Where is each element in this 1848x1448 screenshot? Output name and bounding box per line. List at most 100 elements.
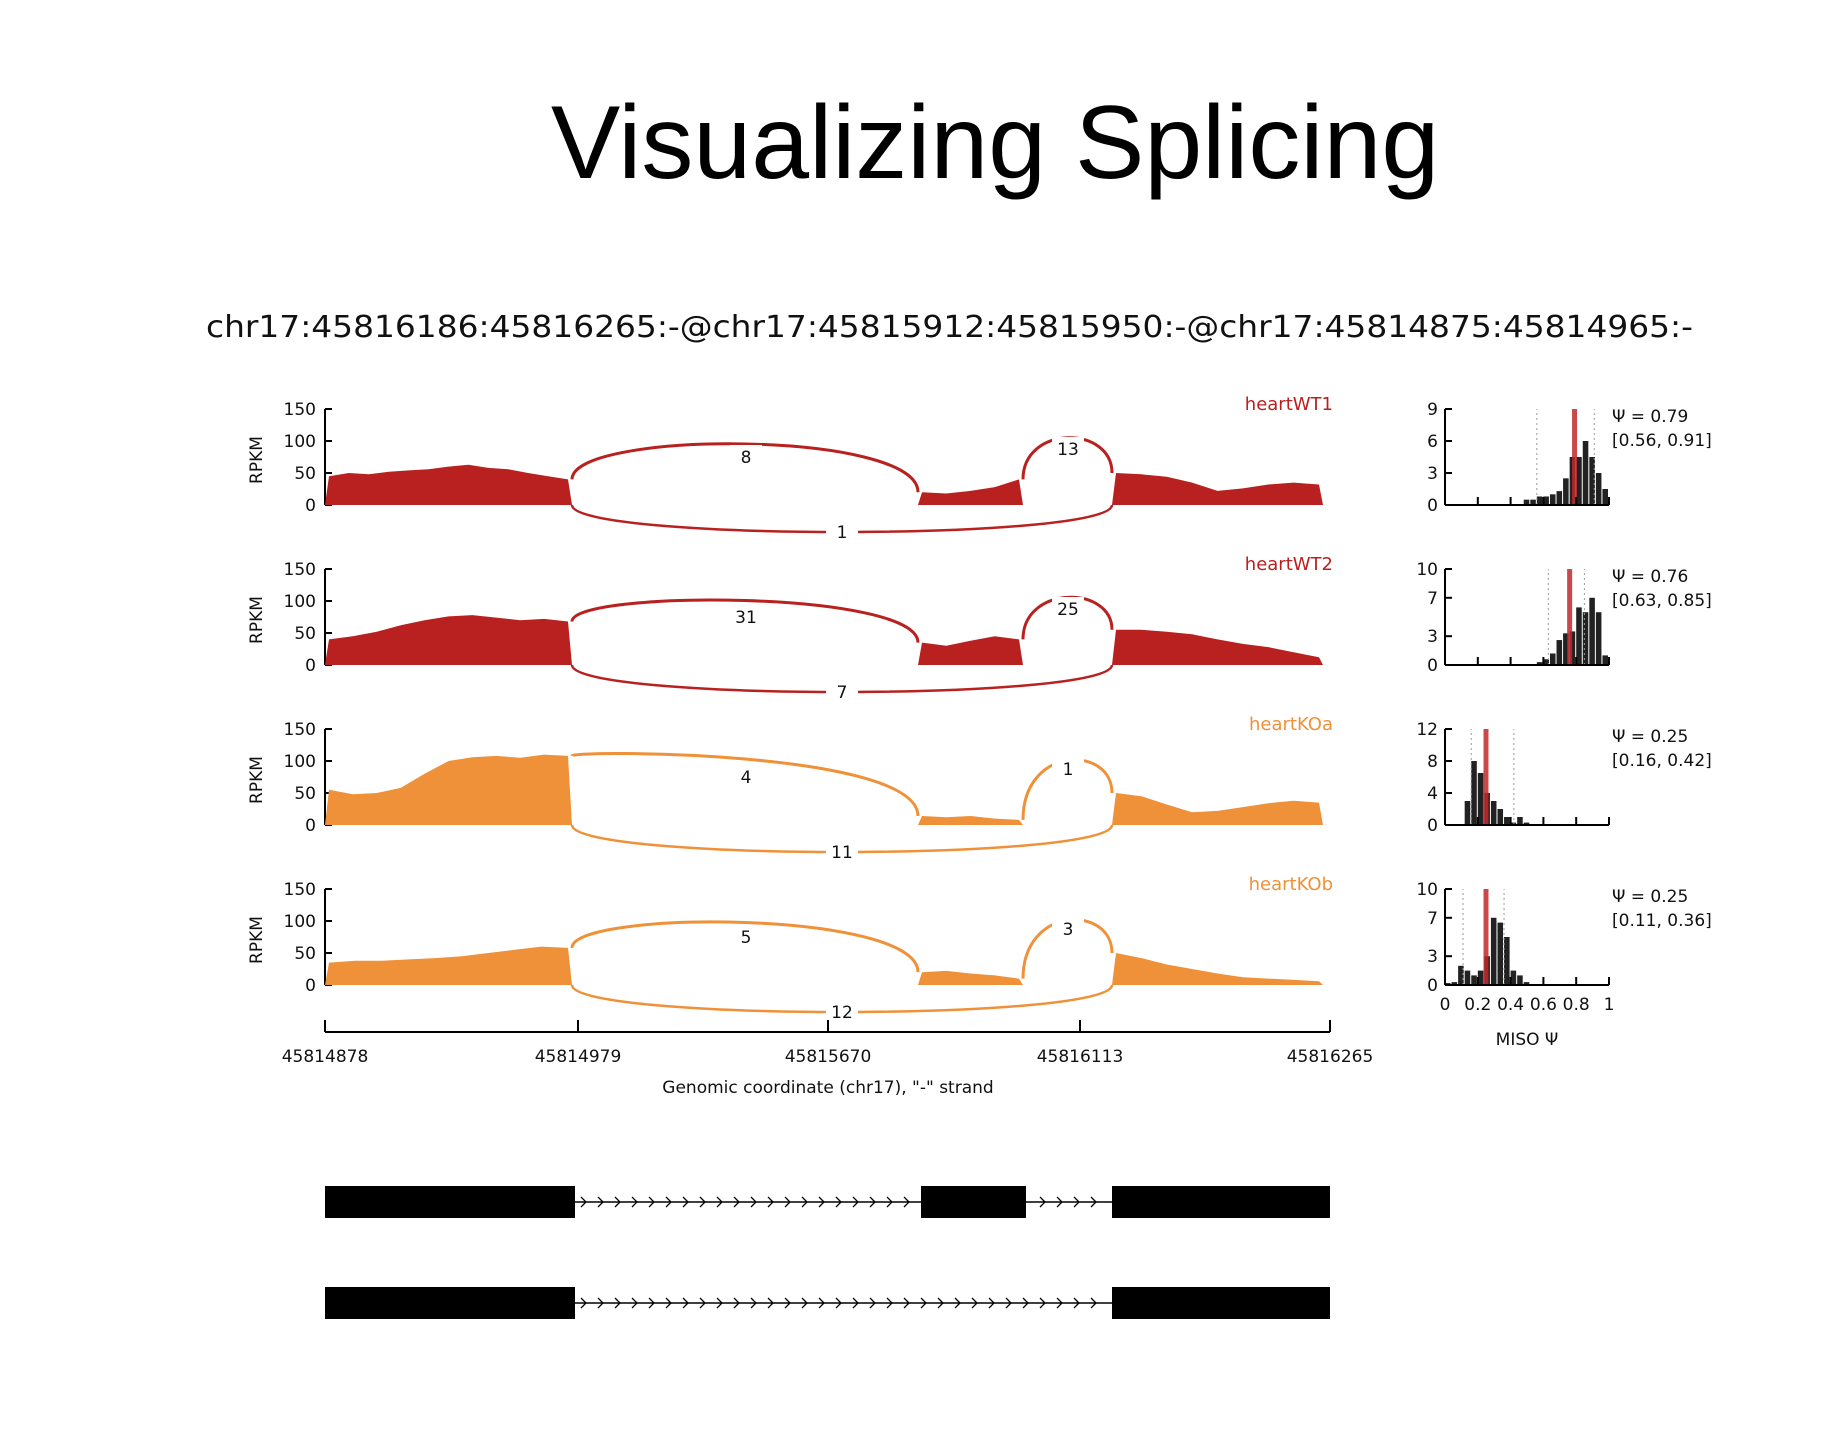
y-tick-label: 100 xyxy=(284,752,316,772)
hist-bar xyxy=(1576,457,1582,505)
x-tick-label: 45814979 xyxy=(535,1047,622,1067)
hist-bar xyxy=(1556,491,1563,505)
hist-y-tick-label: 9 xyxy=(1427,400,1438,420)
junction-label-bg xyxy=(730,605,762,629)
hist-bar xyxy=(1471,975,1477,985)
strand-arrow-icon xyxy=(886,1196,893,1208)
hist-y-tick-label: 3 xyxy=(1427,947,1438,967)
hist-x-tick-label: 0 xyxy=(1440,995,1451,1015)
hist-bar xyxy=(1543,496,1549,505)
junction-count-skip: 7 xyxy=(837,683,848,703)
hist-y-tick-label: 7 xyxy=(1427,909,1438,929)
psi-marker xyxy=(1483,729,1489,825)
psi-marker xyxy=(1572,409,1578,505)
hist-x-tick-label: 1 xyxy=(1604,995,1615,1015)
strand-arrow-icon xyxy=(631,1297,638,1309)
hist-bar xyxy=(1556,640,1563,665)
hist-x-tick-label: 0.6 xyxy=(1530,995,1557,1015)
sample-label: heartWT2 xyxy=(1245,554,1333,575)
psi-histogram-heartKOa: 0 4 8 12 Ψ = 0.25 [0.16, 0.42] xyxy=(1416,720,1711,836)
y-axis-label: RPKM xyxy=(247,596,267,644)
gene-model-2 xyxy=(325,1287,1330,1319)
y-tick-label: 50 xyxy=(294,464,316,484)
strand-arrow-icon xyxy=(665,1196,672,1208)
coverage-exon2 xyxy=(918,816,1023,825)
strand-arrow-icon xyxy=(631,1196,638,1208)
hist-bar xyxy=(1497,809,1504,825)
strand-arrow-icon xyxy=(784,1297,791,1309)
hist-x-tick-label: 0.8 xyxy=(1563,995,1590,1015)
hist-bar xyxy=(1602,489,1608,505)
hist-bar xyxy=(1497,922,1504,985)
strand-arrow-icon xyxy=(614,1196,621,1208)
y-axis-label: RPKM xyxy=(247,756,267,804)
hist-bar xyxy=(1477,773,1484,825)
psi-value: Ψ = 0.76 xyxy=(1612,567,1688,587)
exon-block-exon1 xyxy=(325,1287,575,1319)
hist-bar xyxy=(1589,597,1595,665)
strand-arrow-icon xyxy=(699,1196,706,1208)
strand-arrow-icon xyxy=(988,1297,995,1309)
strand-arrow-icon xyxy=(1022,1297,1029,1309)
psi-ci: [0.16, 0.42] xyxy=(1612,751,1712,771)
psi-ci: [0.11, 0.36] xyxy=(1612,911,1712,931)
hist-y-tick-label: 8 xyxy=(1427,752,1438,772)
strand-arrow-icon xyxy=(852,1297,859,1309)
y-tick-label: 150 xyxy=(284,560,316,580)
hist-bar xyxy=(1563,633,1569,665)
strand-arrow-icon xyxy=(716,1297,723,1309)
strand-arrow-icon xyxy=(1056,1297,1063,1309)
sample-label: heartKOb xyxy=(1249,874,1333,895)
coverage-exon1 xyxy=(325,946,572,985)
junction-label-bg xyxy=(730,445,762,469)
junction-label-bg xyxy=(730,765,762,789)
strand-arrow-icon xyxy=(920,1297,927,1309)
junction-count-skip: 11 xyxy=(831,843,853,863)
hist-bar xyxy=(1458,965,1464,985)
hist-bar xyxy=(1543,659,1549,665)
coverage-exon2 xyxy=(918,479,1023,505)
strand-arrow-icon xyxy=(733,1297,740,1309)
hist-bar xyxy=(1510,970,1517,985)
junction-label-bg xyxy=(1052,757,1084,781)
junction-count-inc1: 5 xyxy=(741,928,752,948)
y-tick-label: 100 xyxy=(284,432,316,452)
strand-arrow-icon xyxy=(801,1297,808,1309)
strand-arrow-icon xyxy=(818,1196,825,1208)
strand-arrow-icon xyxy=(869,1196,876,1208)
y-axis-label: RPKM xyxy=(247,916,267,964)
hist-bar xyxy=(1464,801,1471,825)
hist-y-tick-label: 10 xyxy=(1416,880,1438,900)
coverage-exon2 xyxy=(918,970,1023,985)
junction-arc-inc1 xyxy=(570,598,920,643)
strand-arrow-icon xyxy=(648,1196,655,1208)
hist-bar xyxy=(1530,499,1536,505)
junction-count-inc1: 8 xyxy=(741,448,752,468)
junction-arc-inc1 xyxy=(570,751,920,817)
hist-bar xyxy=(1517,817,1523,825)
strand-arrow-icon xyxy=(784,1196,791,1208)
strand-arrow-icon xyxy=(682,1196,689,1208)
strand-arrow-icon xyxy=(597,1297,604,1309)
strand-arrow-icon xyxy=(954,1297,961,1309)
hist-y-tick-label: 0 xyxy=(1427,816,1438,836)
strand-arrow-icon xyxy=(835,1196,842,1208)
strand-arrow-icon xyxy=(580,1297,587,1309)
junction-count-skip: 12 xyxy=(831,1003,853,1023)
x-tick-label: 45816265 xyxy=(1287,1047,1374,1067)
coverage-exon3 xyxy=(1112,953,1323,985)
exon-block-exon3 xyxy=(1112,1287,1330,1319)
coverage-exon3 xyxy=(1112,473,1323,505)
junction-label-bg xyxy=(1052,437,1084,461)
exon-block-exon3 xyxy=(1112,1186,1330,1218)
hist-bar xyxy=(1602,655,1608,665)
y-tick-label: 0 xyxy=(305,656,316,676)
coverage-exon1 xyxy=(325,464,572,505)
coverage-exon1 xyxy=(325,615,572,665)
hist-x-tick-label: 0.2 xyxy=(1464,995,1491,1015)
y-tick-label: 50 xyxy=(294,624,316,644)
hist-bar xyxy=(1563,478,1569,505)
junction-arc-inc1 xyxy=(570,920,920,973)
